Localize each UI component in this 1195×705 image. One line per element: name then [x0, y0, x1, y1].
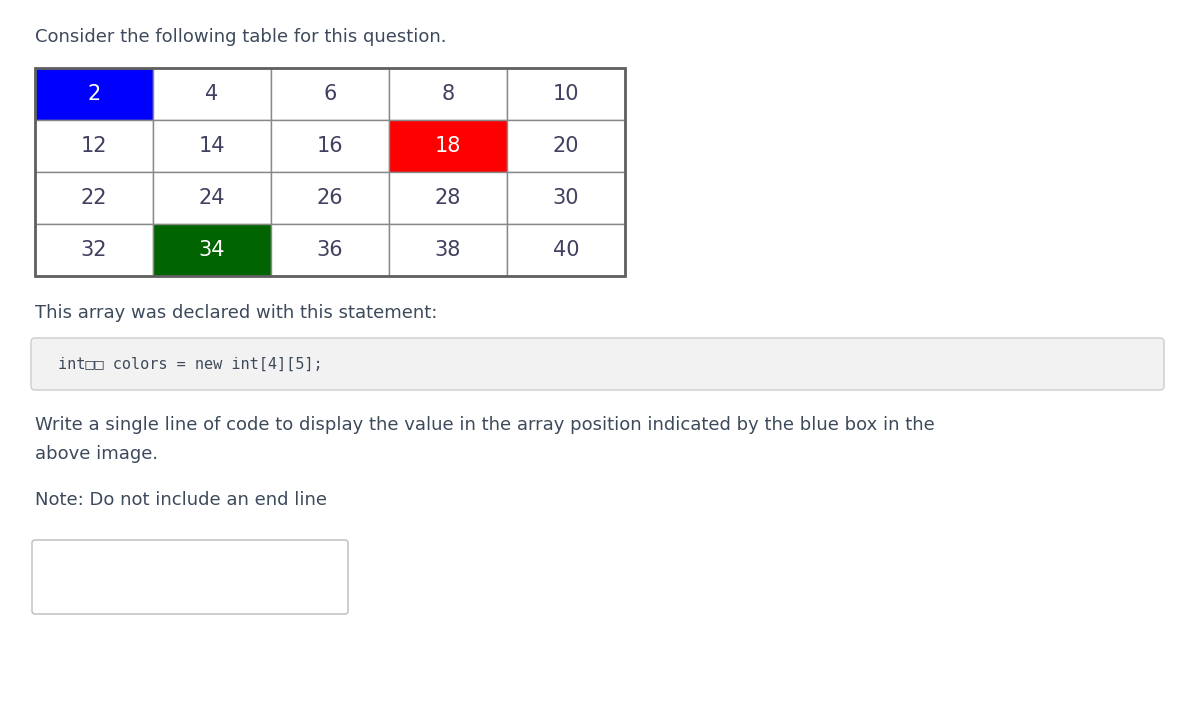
Text: Write a single line of code to display the value in the array position indicated: Write a single line of code to display t…	[35, 416, 934, 463]
FancyBboxPatch shape	[32, 540, 348, 614]
Text: 30: 30	[553, 188, 580, 208]
Bar	[507, 68, 625, 120]
Text: 4: 4	[206, 84, 219, 104]
Text: 2: 2	[87, 84, 100, 104]
Text: 12: 12	[81, 136, 108, 156]
Bar	[390, 172, 507, 224]
Bar	[271, 172, 390, 224]
Bar	[390, 224, 507, 276]
Text: 6: 6	[324, 84, 337, 104]
Text: 34: 34	[198, 240, 225, 260]
Bar	[153, 68, 271, 120]
Text: int□□ colors = new int[4][5];: int□□ colors = new int[4][5];	[59, 357, 323, 372]
Text: 10: 10	[553, 84, 580, 104]
Bar	[390, 120, 507, 172]
Bar	[35, 68, 153, 120]
Bar	[507, 224, 625, 276]
Text: 8: 8	[441, 84, 454, 104]
Text: 32: 32	[81, 240, 108, 260]
Bar	[153, 172, 271, 224]
FancyBboxPatch shape	[31, 338, 1164, 390]
Bar	[507, 172, 625, 224]
Text: 22: 22	[81, 188, 108, 208]
Text: 20: 20	[553, 136, 580, 156]
Bar	[271, 224, 390, 276]
Bar	[507, 120, 625, 172]
Text: 38: 38	[435, 240, 461, 260]
Bar	[271, 68, 390, 120]
Text: 16: 16	[317, 136, 343, 156]
Text: 36: 36	[317, 240, 343, 260]
Text: 28: 28	[435, 188, 461, 208]
Text: 40: 40	[553, 240, 580, 260]
Text: 24: 24	[198, 188, 225, 208]
Text: This array was declared with this statement:: This array was declared with this statem…	[35, 304, 437, 322]
Text: 18: 18	[435, 136, 461, 156]
Bar	[271, 120, 390, 172]
Text: Note: Do not include an end line: Note: Do not include an end line	[35, 491, 327, 509]
Bar	[35, 120, 153, 172]
Text: 14: 14	[198, 136, 225, 156]
Bar	[153, 120, 271, 172]
Bar	[35, 68, 625, 276]
Text: 26: 26	[317, 188, 343, 208]
Text: Consider the following table for this question.: Consider the following table for this qu…	[35, 28, 447, 46]
Bar	[35, 224, 153, 276]
Bar	[153, 224, 271, 276]
Bar	[390, 68, 507, 120]
Bar	[35, 172, 153, 224]
